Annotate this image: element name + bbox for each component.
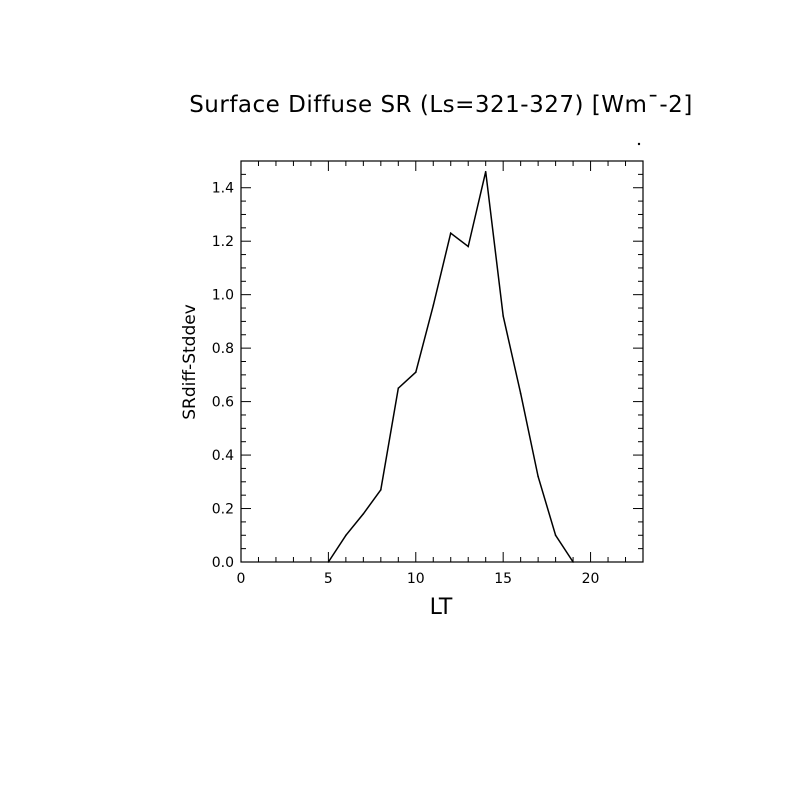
x-tick-label: 0 <box>237 571 246 587</box>
y-tick-labels: 0.0 0.2 0.4 0.6 0.8 1.0 1.2 1.4 <box>212 181 234 571</box>
y-tick-label: 0.0 <box>212 555 234 571</box>
chart-title: Surface Diffuse SR (Ls=321-327) [Wm¯-2] <box>189 92 693 118</box>
x-tick-label: 5 <box>324 571 333 587</box>
y-axis-label: SRdiff-Stddev <box>180 304 200 420</box>
data-point <box>537 475 539 478</box>
y-tick-label: 1.0 <box>212 288 234 304</box>
data-points <box>327 170 574 563</box>
x-tick-label: 10 <box>407 571 425 587</box>
series-line <box>327 171 574 563</box>
data-point <box>502 315 504 317</box>
data-point <box>572 561 574 563</box>
data-point <box>362 513 365 515</box>
data-point <box>432 304 435 307</box>
ticks-layer <box>240 160 644 563</box>
x-axis-label: LT <box>430 595 453 620</box>
plot-frame <box>240 160 644 563</box>
data-point <box>327 561 330 563</box>
y-tick-label: 1.4 <box>212 181 234 197</box>
data-point <box>467 245 470 248</box>
data-point <box>554 534 557 537</box>
data-point <box>414 371 417 373</box>
x-tick-label: 15 <box>494 571 512 587</box>
y-tick-label: 0.6 <box>212 395 234 411</box>
y-tick-label: 0.2 <box>212 502 234 518</box>
data-point <box>380 489 382 491</box>
y-tick-label: 0.4 <box>212 448 234 464</box>
data-point <box>449 232 452 234</box>
data-point <box>397 387 400 390</box>
y-tick-label: 0.8 <box>212 341 234 357</box>
data-point <box>484 170 487 173</box>
x-tick-label: 20 <box>582 571 600 587</box>
stray-dot <box>637 142 641 146</box>
data-point <box>345 534 347 537</box>
x-tick-labels: 0 5 10 15 20 <box>237 571 600 587</box>
data-point <box>519 392 522 395</box>
y-tick-label: 1.2 <box>212 234 234 250</box>
